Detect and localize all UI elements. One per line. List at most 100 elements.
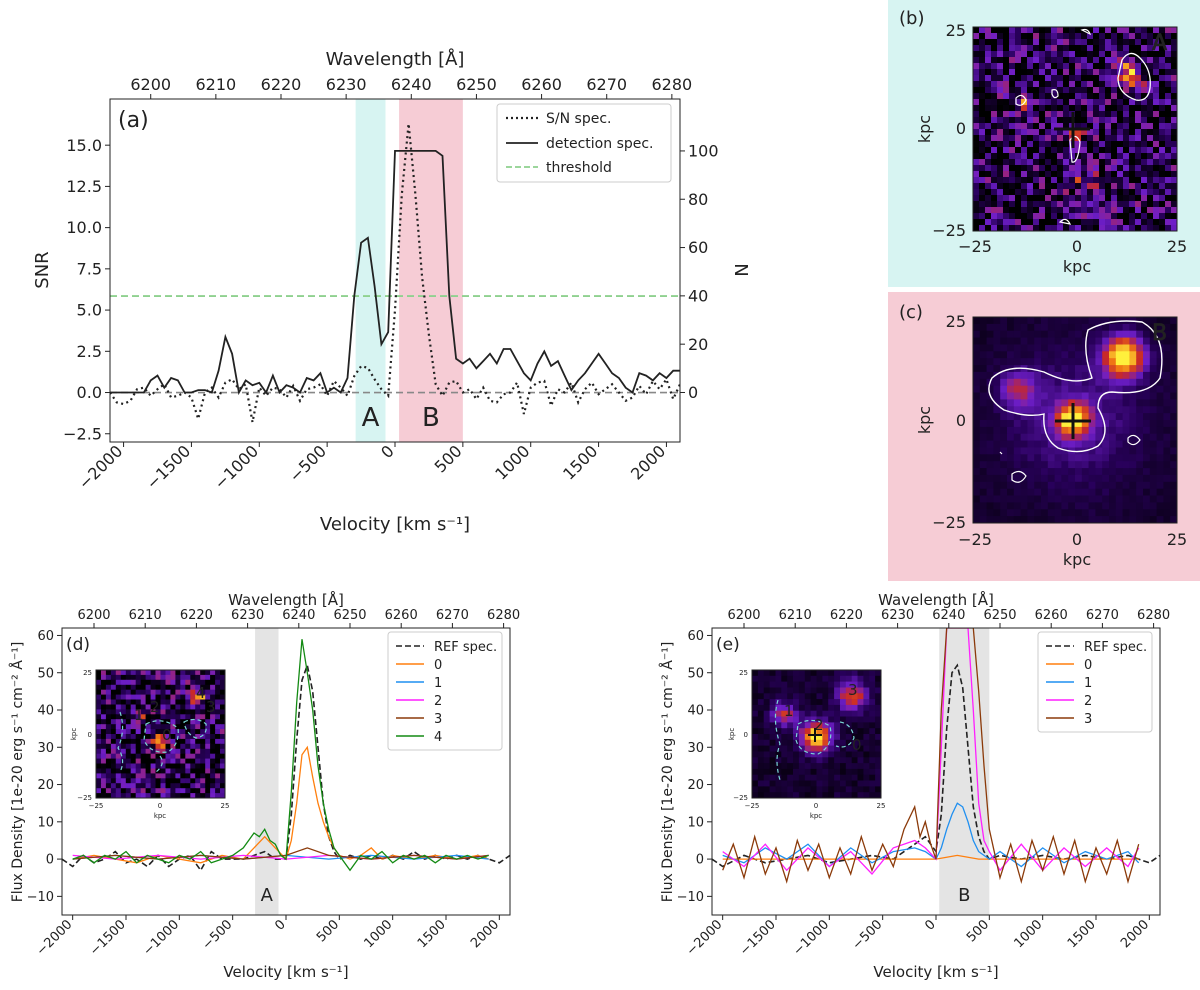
- map-pixel: [1143, 351, 1151, 359]
- map-pixel: [1041, 440, 1049, 448]
- map-pixel: [1054, 516, 1062, 524]
- map-pixel: [840, 751, 847, 758]
- map-pixel: [1165, 159, 1172, 166]
- map-pixel: [1129, 447, 1137, 455]
- map-pixel: [822, 693, 829, 700]
- map-pixel: [1147, 123, 1154, 130]
- map-pixel: [125, 758, 132, 764]
- map-pixel: [210, 694, 216, 700]
- map-pixel: [210, 719, 216, 725]
- map-pixel: [150, 694, 157, 700]
- map-pixel: [1102, 420, 1110, 428]
- map-pixel: [115, 714, 122, 720]
- map-pixel: [816, 745, 823, 752]
- map-pixel: [1170, 378, 1178, 387]
- top-tick-label: 6210: [779, 608, 812, 623]
- map-pixel: [1141, 111, 1148, 118]
- map-pixel: [1000, 399, 1008, 407]
- map-pixel: [135, 758, 142, 764]
- map-pixel: [851, 670, 859, 677]
- map-pixel: [1159, 141, 1166, 148]
- map-pixel: [763, 670, 771, 677]
- map-pixel: [1027, 488, 1035, 497]
- map-pixel: [165, 689, 171, 696]
- map-pixel: [845, 704, 853, 712]
- map-pixel: [135, 694, 142, 700]
- map-pixel: [1057, 123, 1064, 130]
- map-pixel: [1147, 189, 1154, 196]
- map-pixel: [1057, 63, 1064, 70]
- map-pixel: [1061, 440, 1069, 448]
- map-pixel: [101, 743, 107, 750]
- map-pixel: [1141, 153, 1148, 160]
- map-pixel: [180, 689, 186, 696]
- map-pixel: [1068, 488, 1076, 497]
- map-pixel: [1117, 33, 1124, 40]
- map-pixel: [140, 768, 147, 774]
- map-pixel: [1075, 399, 1083, 407]
- map-pixel: [973, 344, 981, 352]
- map-pixel: [798, 670, 806, 677]
- map-pixel: [985, 225, 992, 232]
- map-pixel: [1099, 195, 1106, 202]
- map-pixel: [1147, 63, 1154, 70]
- map-pixel: [1054, 502, 1062, 510]
- top-tick-label: 6260: [1035, 608, 1068, 623]
- map-pixel: [1051, 99, 1058, 106]
- map-pixel: [1135, 51, 1142, 58]
- map-pixel: [810, 699, 817, 706]
- map-pixel: [857, 687, 864, 694]
- map-pixel: [1000, 447, 1008, 455]
- map-pixel: [1075, 317, 1083, 325]
- map-pixel: [140, 709, 147, 715]
- map-pixel: [1054, 317, 1062, 325]
- map-pixel: [96, 694, 102, 700]
- map-pixel: [1165, 153, 1172, 160]
- map-pixel: [1159, 171, 1166, 178]
- map-pixel: [205, 748, 211, 755]
- map-pixel: [1095, 371, 1103, 380]
- map-pixel: [1081, 135, 1088, 142]
- map-pixel: [180, 768, 186, 774]
- map-pixel: [973, 426, 981, 435]
- map-pixel: [120, 778, 127, 784]
- map-pixel: [845, 722, 853, 729]
- map-pixel: [1163, 420, 1171, 428]
- map-pixel: [1117, 99, 1124, 106]
- map-pixel: [1015, 219, 1022, 226]
- map-pixel: [1171, 111, 1178, 118]
- map-pixel: [1093, 207, 1100, 214]
- map-pixel: [851, 693, 859, 700]
- map-pixel: [195, 729, 201, 735]
- map-pixel: [190, 783, 196, 789]
- map-pixel: [155, 734, 161, 740]
- inset-e-xtick-mid: 0: [814, 802, 818, 810]
- map-pixel: [1109, 371, 1117, 380]
- map-pixel: [200, 699, 206, 705]
- map-pixel: [991, 45, 998, 52]
- map-pixel: [1135, 117, 1142, 124]
- map-pixel: [1129, 27, 1136, 34]
- map-pixel: [135, 724, 142, 730]
- map-pixel: [1129, 201, 1136, 208]
- map-pixel: [1021, 93, 1028, 100]
- map-pixel: [1163, 461, 1171, 469]
- map-pixel: [1111, 87, 1118, 94]
- map-pixel: [979, 225, 986, 232]
- map-pixel: [1088, 344, 1096, 352]
- map-pixel: [1087, 171, 1094, 178]
- map-pixel: [798, 722, 806, 729]
- xtick-label: −1500: [737, 917, 779, 959]
- map-pixel: [195, 783, 201, 789]
- map-pixel: [150, 734, 157, 740]
- map-pixel: [1063, 165, 1070, 172]
- map-pixel: [1054, 378, 1062, 387]
- map-pixel: [110, 699, 117, 705]
- map-pixel: [1165, 201, 1172, 208]
- map-pixel: [170, 709, 176, 715]
- map-pixel: [135, 743, 142, 750]
- map-pixel: [1105, 99, 1112, 106]
- map-pixel: [210, 768, 216, 774]
- map-pixel: [1021, 81, 1028, 88]
- map-pixel: [781, 792, 788, 799]
